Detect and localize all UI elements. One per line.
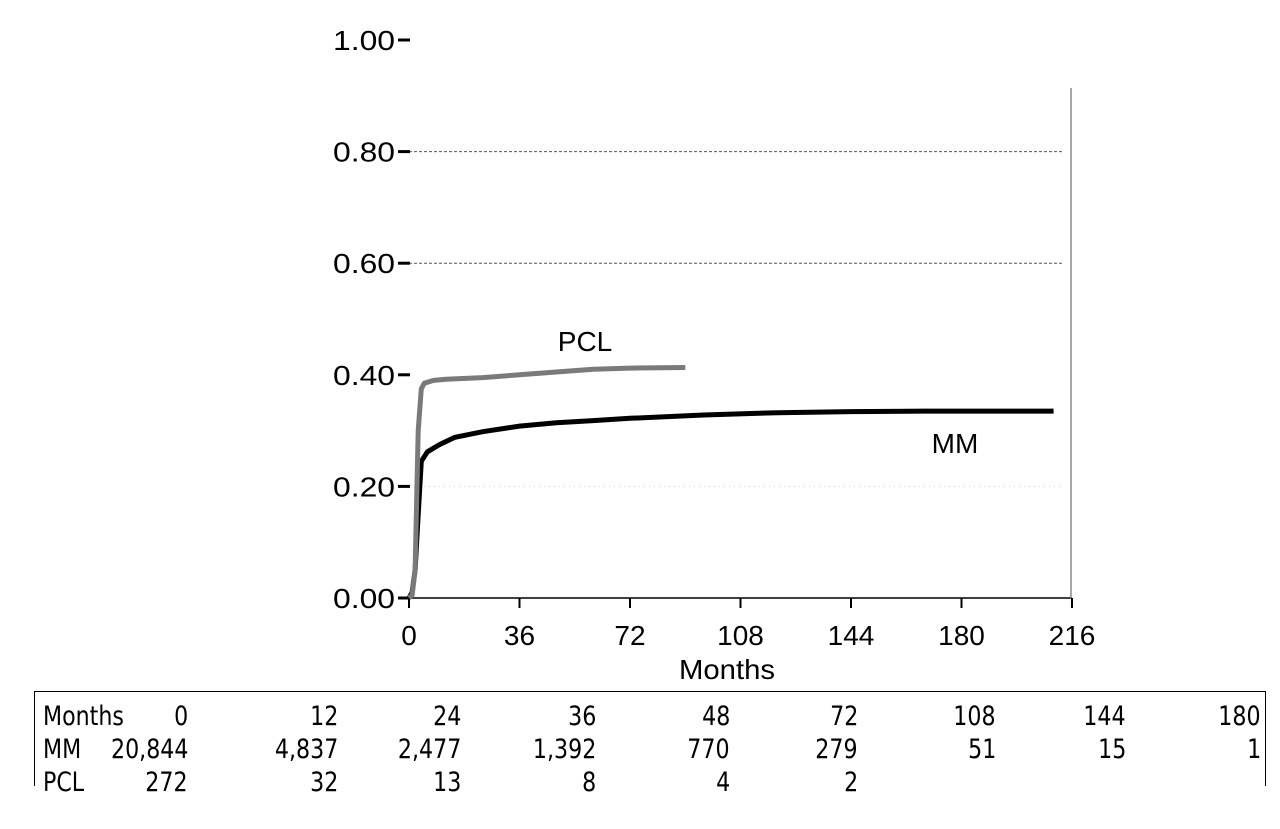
risk-table-cell: 15 <box>1097 734 1126 765</box>
x-tick-label: 0 <box>401 620 417 651</box>
x-axis-ticks: 0 36 72 108 144 180 216 Months <box>401 598 1095 685</box>
risk-table-cell: 4 <box>715 767 730 798</box>
gridlines <box>409 151 1063 487</box>
number-at-risk-table: Months 0 12 24 36 48 72 108 144 180 MM 20,844 4,837 2… <box>34 691 1266 798</box>
x-tick-label: 144 <box>828 620 875 651</box>
risk-table-cell: 72 <box>829 701 858 732</box>
y-axis-ticks: 0.00 0.20 0.40 0.60 0.80 1.00 <box>333 25 410 614</box>
x-tick-label: 108 <box>717 620 764 651</box>
risk-table-cell: 13 <box>432 767 461 798</box>
y-tick-label: 0.40 <box>333 360 395 391</box>
risk-table-cell: 4,837 <box>274 734 338 765</box>
risk-table-cell: 108 <box>953 701 996 732</box>
series-label-mm: MM <box>932 428 979 459</box>
risk-table-cell: 144 <box>1083 701 1126 732</box>
x-tick-label: 72 <box>614 620 645 651</box>
y-tick-label: 0.00 <box>333 583 395 614</box>
risk-table-cell: 12 <box>309 701 338 732</box>
risk-table-cell: 0 <box>173 701 188 732</box>
risk-table-cell: 8 <box>581 767 596 798</box>
series-line-pcl <box>407 365 686 600</box>
series-lines <box>406 365 1054 600</box>
cumulative-incidence-chart: 0.00 0.20 0.40 0.60 0.80 1.00 0 36 72 108 144 180 2… <box>333 25 1095 685</box>
x-tick-label: 36 <box>504 620 535 651</box>
y-tick-label: 1.00 <box>333 25 395 56</box>
risk-table-cell: 20,844 <box>110 734 188 765</box>
x-axis-title: Months <box>679 654 775 685</box>
axes <box>409 88 1072 599</box>
risk-table-cell: 2 <box>843 767 858 798</box>
risk-table-row-label: PCL <box>43 767 85 798</box>
risk-table-cell: 770 <box>687 734 730 765</box>
x-tick-label: 180 <box>938 620 985 651</box>
risk-table-cell: 32 <box>309 767 338 798</box>
risk-table-cell: 36 <box>567 701 596 732</box>
risk-table-cell: 1,392 <box>532 734 596 765</box>
risk-table-cell: 24 <box>432 701 461 732</box>
risk-table-row-label: Months <box>43 701 124 732</box>
y-tick-label: 0.80 <box>333 137 395 168</box>
risk-table-cell: 48 <box>701 701 730 732</box>
x-tick-label: 216 <box>1049 620 1096 651</box>
series-labels: PCL MM <box>558 326 979 459</box>
chart-area: 0.00 0.20 0.40 0.60 0.80 1.00 0 36 72 108 144 180 2… <box>333 25 1095 685</box>
risk-table-cell: 279 <box>815 734 858 765</box>
risk-table-cell: 51 <box>967 734 996 765</box>
y-tick-label: 0.20 <box>333 471 395 502</box>
risk-table-cell: 1 <box>1246 734 1261 765</box>
series-label-pcl: PCL <box>558 326 612 357</box>
risk-table-cell: 272 <box>145 767 188 798</box>
risk-table-cell: 180 <box>1218 701 1261 732</box>
risk-table-row-label: MM <box>43 734 82 765</box>
y-tick-label: 0.60 <box>333 248 395 279</box>
risk-table-cell: 2,477 <box>397 734 461 765</box>
